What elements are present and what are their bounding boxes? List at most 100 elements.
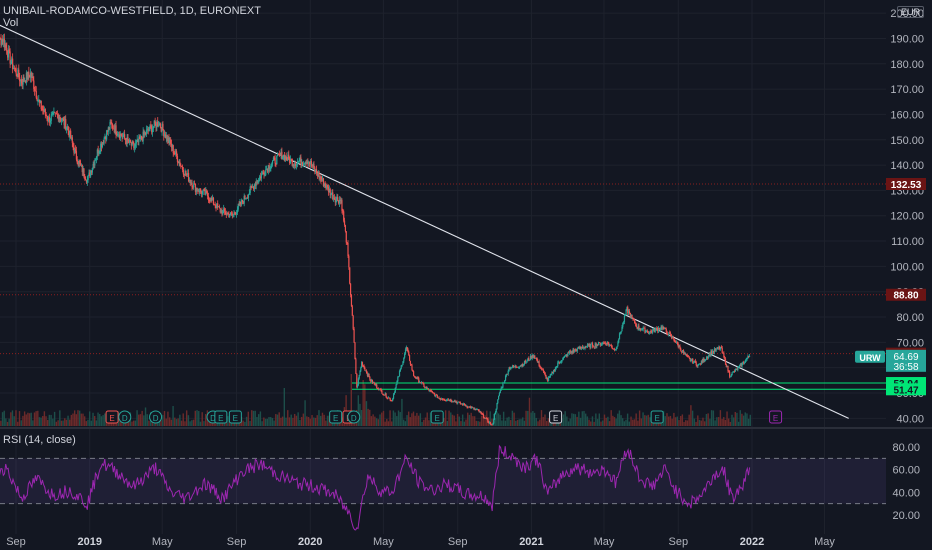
volume-bar — [685, 420, 687, 426]
candle-body — [81, 164, 83, 173]
currency-badge[interactable]: EUR — [896, 6, 924, 18]
candle-body — [201, 191, 203, 194]
candle-body — [254, 184, 256, 186]
rsi-axis[interactable]: 80.00 60.00 40.00 20.00 — [892, 442, 920, 522]
candle-body — [580, 346, 583, 349]
volume-bar — [533, 412, 536, 426]
candle-body — [106, 130, 109, 132]
candle-body — [438, 397, 440, 399]
candle-body — [514, 365, 516, 367]
candle-body — [404, 353, 406, 358]
candle-body — [202, 189, 204, 192]
candle-body — [92, 164, 94, 169]
volume-bar — [664, 416, 666, 426]
candle-body — [158, 123, 161, 126]
symbol-title[interactable]: UNIBAIL-RODAMCO-WESTFIELD, 1D, EURONEXT — [3, 5, 261, 17]
candle-body — [524, 360, 526, 363]
candle-body — [199, 188, 201, 193]
volume-bar — [43, 411, 46, 426]
candle-body — [726, 366, 728, 367]
volume-bar — [1, 412, 4, 426]
candle-body — [365, 370, 367, 372]
candle-body — [176, 151, 178, 157]
trendline[interactable] — [0, 21, 849, 419]
volume-label[interactable]: Vol — [3, 17, 19, 29]
candle-body — [154, 120, 156, 124]
candle-body — [601, 344, 603, 345]
candle-body — [406, 347, 408, 350]
candle-body — [709, 353, 711, 356]
volume-bar — [11, 410, 14, 426]
candle-body — [75, 149, 77, 152]
candle-body — [661, 326, 663, 330]
price-tick-label: 140.00 — [890, 160, 924, 172]
candle-body — [25, 72, 27, 83]
volume-bar — [134, 420, 137, 426]
volume-bar — [287, 410, 289, 426]
candle-body — [96, 149, 98, 157]
volume-bar — [293, 413, 296, 426]
volume-bar — [705, 413, 708, 426]
candle-body — [163, 130, 165, 137]
volume-bar — [423, 419, 425, 426]
candle-body — [552, 371, 554, 374]
volume-bar — [321, 412, 324, 426]
candle-body — [648, 332, 650, 334]
candle-body — [334, 199, 336, 203]
candle-body — [265, 168, 268, 170]
candle-body — [613, 348, 615, 350]
candle-body — [704, 359, 706, 362]
candle-body — [213, 204, 215, 206]
candle-body — [446, 400, 448, 401]
candle-body — [286, 158, 288, 161]
volume-bar — [99, 414, 101, 426]
volume-bar — [417, 415, 420, 426]
volume-bar — [610, 410, 612, 426]
candle-body — [542, 369, 545, 372]
candle-body — [675, 341, 678, 343]
volume-bar — [583, 410, 585, 426]
candle-body — [740, 364, 742, 367]
event-marker: E — [105, 410, 119, 424]
volume-bar — [407, 411, 410, 426]
candle-body — [683, 352, 685, 354]
candle-body — [403, 357, 405, 362]
candle-body — [497, 399, 499, 403]
volume-bar — [245, 416, 248, 426]
rsi-label[interactable]: RSI (14, close) — [3, 434, 76, 446]
candle-body — [59, 117, 61, 119]
volume-bar — [38, 417, 41, 426]
candle-body — [331, 192, 333, 194]
event-markers[interactable]: EEDDDEEEEDEEEE — [0, 410, 783, 424]
candle-body — [566, 354, 568, 357]
volume-bar — [497, 413, 500, 426]
rsi-tick-label: 40.00 — [892, 487, 920, 499]
candle-body — [385, 393, 387, 398]
candle-body — [344, 225, 347, 232]
candle-body — [652, 328, 655, 331]
volume-bar — [602, 420, 604, 426]
candle-body — [233, 212, 235, 215]
candle-body — [100, 143, 103, 148]
candle-body — [374, 383, 376, 386]
candle-body — [634, 319, 636, 324]
candle-body — [387, 397, 389, 399]
candle-body — [707, 355, 709, 359]
candle-body — [546, 377, 548, 379]
volume-bar — [615, 418, 617, 426]
candle-body — [411, 365, 413, 370]
candle-body — [11, 58, 13, 63]
candle-body — [614, 349, 616, 351]
candle-body — [391, 400, 393, 402]
volume-bar — [593, 421, 595, 426]
candle-body — [509, 367, 511, 369]
candle-body — [486, 418, 488, 420]
candle-body — [149, 125, 151, 131]
time-axis[interactable]: Sep 2019 May Sep 2020 May Sep 2021 May Sep 2022 May — [6, 536, 835, 548]
candle-body — [346, 242, 348, 244]
candle-body — [90, 170, 92, 177]
volume-bar — [623, 421, 626, 426]
candle-body — [671, 336, 673, 338]
volume-bar — [419, 413, 422, 426]
